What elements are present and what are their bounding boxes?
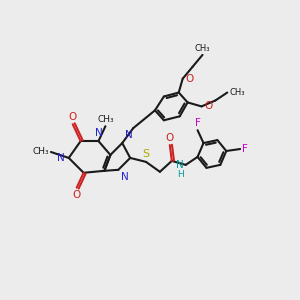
Text: CH₃: CH₃	[195, 44, 210, 53]
Text: CH₃: CH₃	[229, 88, 245, 97]
Text: S: S	[142, 149, 150, 159]
Text: N: N	[57, 153, 65, 163]
Text: O: O	[186, 74, 194, 84]
Text: O: O	[73, 190, 81, 200]
Text: N: N	[176, 160, 184, 170]
Text: O: O	[205, 101, 213, 111]
Text: N: N	[94, 128, 102, 138]
Text: N: N	[121, 172, 129, 182]
Text: O: O	[166, 133, 174, 143]
Text: F: F	[195, 118, 200, 128]
Text: O: O	[69, 112, 77, 122]
Text: CH₃: CH₃	[32, 148, 49, 157]
Text: F: F	[242, 144, 248, 154]
Text: N: N	[125, 130, 133, 140]
Text: H: H	[177, 170, 184, 179]
Text: CH₃: CH₃	[97, 115, 114, 124]
